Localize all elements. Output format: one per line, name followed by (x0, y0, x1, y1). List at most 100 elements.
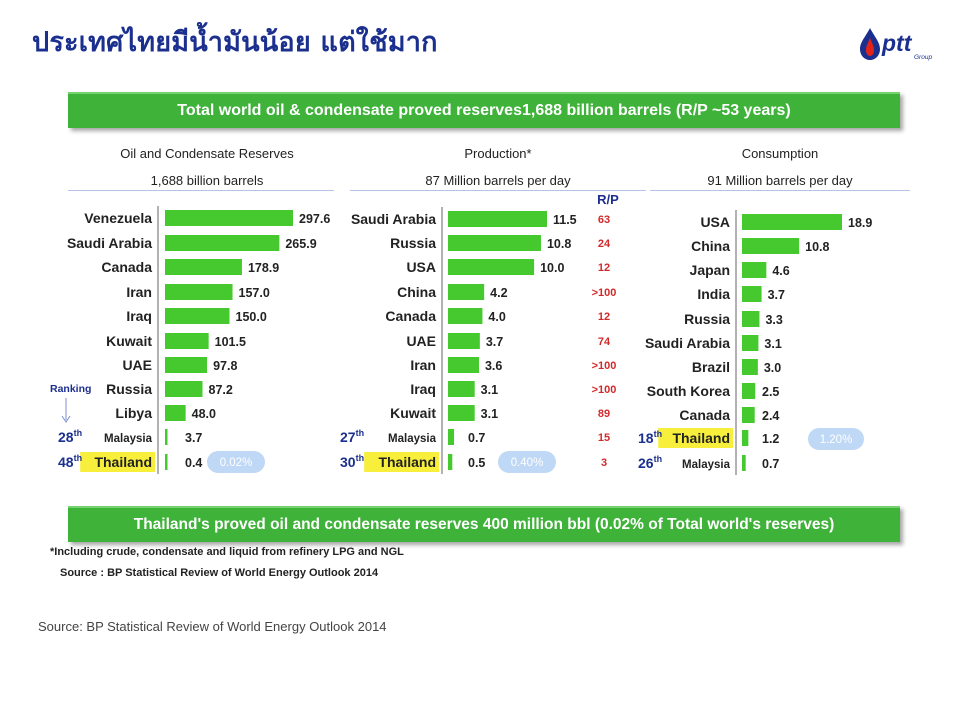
production-bar (448, 405, 475, 421)
logo-text: ptt (881, 30, 913, 56)
production-value-label: 4.0 (488, 310, 505, 324)
consumption-divider (650, 190, 910, 191)
reserves-value-label: 87.2 (209, 383, 233, 397)
production-value-label: 0.7 (468, 431, 485, 445)
reserves-bar (165, 429, 168, 445)
production-rp-value: >100 (592, 360, 617, 372)
consumption-bar (742, 286, 762, 302)
consumption-bar (742, 359, 758, 375)
production-value-label: 4.2 (490, 286, 507, 300)
production-rp-value: 12 (598, 262, 610, 274)
consumption-value-label: 4.6 (772, 264, 789, 278)
production-rank-label: 30th (340, 453, 364, 470)
production-rp-value: 74 (598, 336, 611, 348)
production-rp-value: 24 (598, 238, 611, 250)
footnote-including: *Including crude, condensate and liquid … (50, 546, 404, 558)
reserves-bar (165, 357, 208, 373)
consumption-bar (742, 455, 746, 471)
production-category-label: Thailand (378, 454, 436, 470)
production-value-label: 3.1 (481, 407, 498, 421)
consumption-bar (742, 430, 749, 446)
reserves-bar (165, 235, 280, 251)
production-value-label: 3.6 (485, 359, 502, 373)
footnote-source: Source : BP Statistical Review of World … (60, 567, 379, 579)
production-bar (448, 454, 453, 470)
production-value-label: 0.5 (468, 456, 485, 470)
consumption-rank-label: 26th (638, 454, 662, 471)
production-value-label: 3.7 (486, 335, 503, 349)
production-bar (448, 259, 535, 275)
reserves-subtitle: 1,688 billion barrels (150, 173, 264, 188)
consumption-value-label: 1.2 (762, 432, 779, 446)
reserves-highlight-box (80, 452, 155, 472)
consumption-value-label: 3.1 (764, 337, 781, 351)
reserves-category-label: Malaysia (104, 433, 153, 445)
reserves-bar (165, 454, 168, 470)
consumption-category-label: USA (700, 214, 730, 230)
consumption-share-badge (808, 428, 864, 450)
reserves-value-label: 3.7 (185, 431, 202, 445)
reserves-category-label: Kuwait (106, 333, 152, 349)
production-title: Production* (464, 146, 532, 161)
consumption-value-label: 10.8 (805, 240, 829, 254)
consumption-value-label: 3.3 (765, 313, 782, 327)
production-highlight-box (364, 452, 439, 472)
production-rp-value: 63 (598, 214, 610, 226)
production-category-label: Kuwait (390, 405, 436, 421)
consumption-category-label: Japan (690, 262, 730, 278)
consumption-category-label: South Korea (647, 383, 730, 399)
consumption-bar (742, 407, 755, 423)
reserves-bar (165, 405, 186, 421)
production-value-label: 11.5 (553, 213, 577, 227)
consumption-bar (742, 311, 760, 327)
production-divider (350, 190, 646, 191)
reserves-value-label: 97.8 (213, 359, 237, 373)
reserves-rank-label: 48th (58, 453, 82, 470)
ptt-logo: ptt Group (860, 28, 932, 61)
thailand-reserves-banner: Thailand's proved oil and condensate res… (68, 506, 900, 542)
consumption-category-label: Malaysia (682, 459, 731, 471)
reserves-value-label: 178.9 (248, 261, 279, 275)
production-value-label: 10.0 (540, 261, 564, 275)
consumption-category-label: Thailand (672, 430, 730, 446)
consumption-bar (742, 335, 759, 351)
consumption-value-label: 0.7 (762, 457, 779, 471)
production-share-badge (498, 451, 556, 473)
reserves-value-label: 150.0 (236, 310, 267, 324)
reserves-value-label: 48.0 (192, 407, 216, 421)
production-bar (448, 381, 475, 397)
consumption-share-badge-label: 1.20% (820, 434, 853, 446)
reserves-category-label: Canada (101, 259, 152, 275)
reserves-share-badge-label: 0.02% (220, 457, 253, 469)
production-bar (448, 308, 483, 324)
production-rp-header: R/P (597, 192, 619, 207)
reserves-category-label: Iraq (126, 308, 152, 324)
reserves-category-label: Thailand (94, 454, 152, 470)
ptt-logo-mark-icon (860, 28, 880, 60)
production-bar (448, 284, 485, 300)
production-category-label: Iran (410, 357, 436, 373)
production-bar (448, 429, 455, 445)
reserves-value-label: 265.9 (285, 237, 316, 251)
consumption-bar (742, 262, 767, 278)
production-category-label: Russia (390, 235, 436, 251)
production-category-label: Iraq (410, 381, 436, 397)
production-bar (448, 235, 541, 251)
reserves-bar (165, 259, 242, 275)
consumption-bar (742, 214, 842, 230)
reserves-category-label: Iran (126, 284, 152, 300)
reserves-value-label: 0.4 (185, 456, 202, 470)
consumption-value-label: 2.4 (762, 409, 779, 423)
reserves-category-label: UAE (122, 357, 152, 373)
consumption-value-label: 18.9 (848, 216, 872, 230)
reserves-bar (165, 210, 293, 226)
production-rp-value: 15 (598, 432, 610, 444)
production-rp-value: >100 (592, 384, 617, 396)
production-rank-label: 27th (340, 428, 364, 445)
production-category-label: Malaysia (388, 433, 437, 445)
consumption-category-label: China (691, 238, 730, 254)
consumption-value-label: 3.0 (764, 361, 781, 375)
source-text: Source: BP Statistical Review of World E… (38, 619, 387, 634)
reserves-bar (165, 284, 233, 300)
